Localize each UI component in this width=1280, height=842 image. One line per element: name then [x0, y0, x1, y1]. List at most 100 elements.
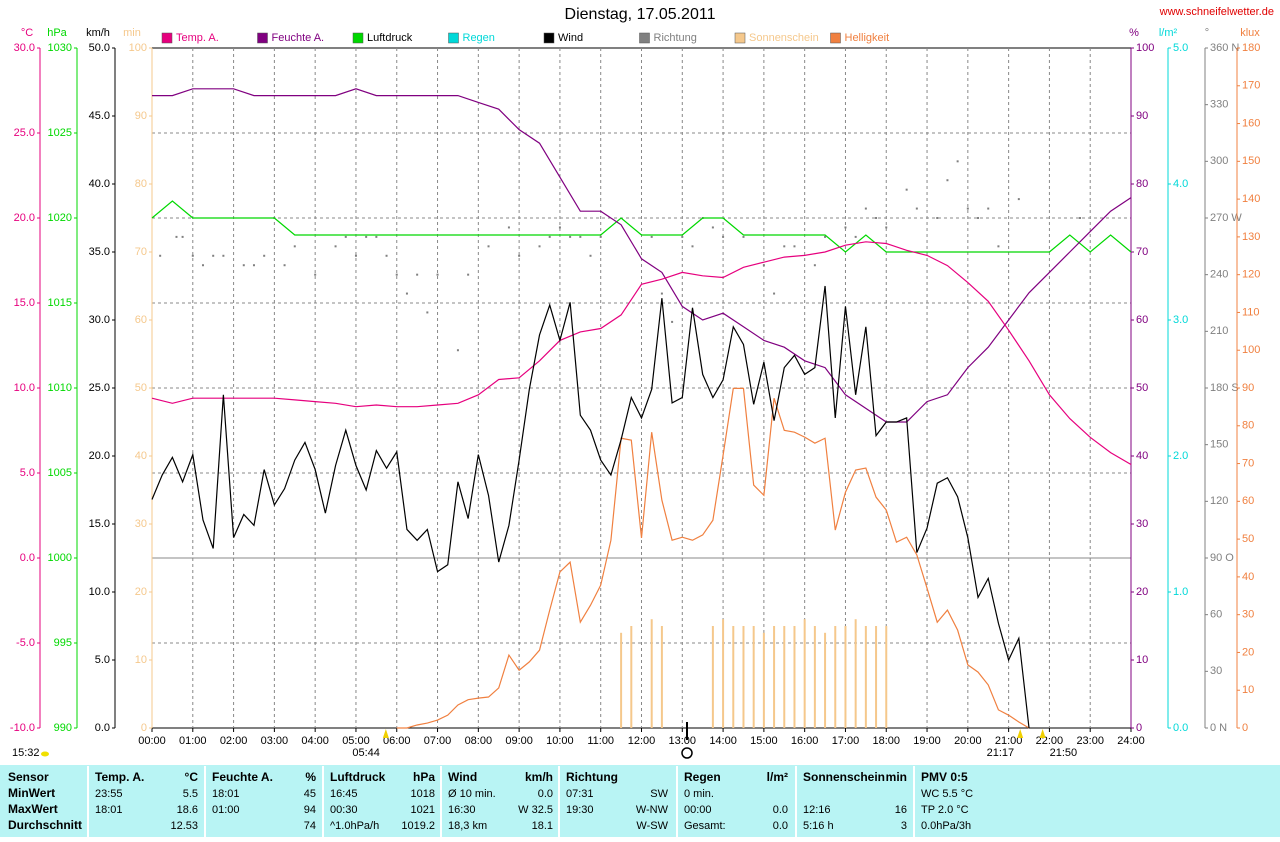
table-cell: 0.0	[773, 820, 788, 832]
bar	[752, 626, 755, 728]
y-tick-label: 0.0	[20, 552, 35, 564]
x-tick-label: 08:00	[465, 735, 493, 747]
y-tick-label: 40.0	[89, 178, 110, 190]
series-line	[151, 285, 1030, 729]
y-tick-label: 100	[129, 42, 147, 54]
table-cell: 16:30	[448, 804, 476, 816]
data-point	[875, 217, 878, 219]
x-tick-label: 09:00	[505, 735, 533, 747]
x-tick-label: 03:00	[261, 735, 289, 747]
table-cell: 00:00	[684, 804, 712, 816]
y-tick-label: 20.0	[89, 450, 110, 462]
data-point	[854, 235, 857, 238]
x-tick-label: 22:00	[1036, 735, 1064, 747]
x-tick-label: 12:00	[628, 735, 656, 747]
chart-title: Dienstag, 17.05.2011	[565, 6, 716, 23]
data-point	[405, 292, 408, 295]
table-cell: 5.5	[183, 788, 198, 800]
site-name: www.schneifelwetter.de	[1159, 6, 1274, 18]
data-point	[548, 235, 551, 238]
data-point	[181, 235, 184, 238]
table-row-label: MinWert	[8, 786, 55, 800]
y-tick-label: 30.0	[89, 314, 110, 326]
axis-unit: hPa	[47, 27, 67, 39]
series-line	[152, 88, 1132, 423]
y-tick-label: 5.0	[20, 467, 35, 479]
bar	[875, 626, 878, 728]
y-tick-label: 4.0	[1173, 178, 1188, 190]
table-cell: 1019.2	[401, 820, 435, 832]
y-tick-label: 10.0	[14, 382, 35, 394]
y-tick-label: 10	[135, 654, 147, 666]
x-tick-label: 04:00	[301, 735, 329, 747]
y-tick-label: 80	[1242, 420, 1254, 432]
y-tick-label: 70	[1136, 246, 1148, 258]
table-cell: 12.53	[170, 820, 198, 832]
data-point	[885, 226, 888, 229]
table-cell: 45	[304, 788, 316, 800]
data-point	[660, 292, 663, 295]
x-tick-label: 14:00	[709, 735, 737, 747]
data-point	[334, 245, 337, 248]
bar	[885, 626, 888, 728]
y-tick-label: 80	[1136, 178, 1148, 190]
table-cell: 18.6	[177, 804, 198, 816]
y-tick-label: 0	[1136, 722, 1142, 734]
bar	[773, 626, 776, 728]
y-tick-label: 0.0	[95, 722, 110, 734]
annotation-label: 21:50	[1050, 747, 1078, 759]
data-point	[987, 207, 990, 210]
table-cell: WC 5.5 °C	[921, 788, 973, 800]
table-cell: 00:30	[330, 804, 358, 816]
x-tick-label: 23:00	[1076, 735, 1104, 747]
table-header: Wind	[448, 770, 477, 784]
data-point	[201, 264, 204, 267]
data-point	[395, 273, 398, 276]
data-point	[159, 254, 162, 257]
series-line	[151, 241, 1132, 466]
legend-label: Helligkeit	[845, 32, 890, 44]
data-point	[742, 235, 745, 238]
y-tick-label: -10.0	[10, 722, 35, 734]
table-cell: 18:01	[212, 788, 240, 800]
x-tick-label: 13:00	[669, 735, 697, 747]
y-tick-label: 995	[54, 637, 72, 649]
data-point	[997, 245, 1000, 248]
x-tick-label: 19:00	[913, 735, 941, 747]
y-tick-label: 1020	[48, 212, 72, 224]
table-cell: Ø 10 min.	[448, 788, 496, 800]
y-tick-label: 0 N	[1210, 722, 1227, 734]
y-tick-label: 130	[1242, 231, 1260, 243]
y-tick-label: 60	[1210, 609, 1222, 621]
bar	[722, 619, 725, 728]
y-tick-label: 990	[54, 722, 72, 734]
data-point	[518, 254, 521, 257]
legend-label: Regen	[463, 32, 495, 44]
y-tick-label: 30.0	[14, 42, 35, 54]
table-header: Feuchte A.	[212, 770, 273, 784]
y-tick-label: 25.0	[14, 127, 35, 139]
data-point	[538, 245, 541, 248]
data-point	[569, 235, 572, 238]
y-tick-label: 1025	[48, 127, 72, 139]
table-cell: Gesamt:	[684, 820, 726, 832]
y-tick-label: 1010	[48, 382, 72, 394]
bar	[650, 619, 653, 728]
table-cell: 07:31	[566, 788, 594, 800]
data-point	[783, 245, 786, 248]
bar	[803, 619, 806, 728]
table-cell: W-NW	[636, 804, 669, 816]
data-point	[375, 235, 378, 238]
x-tick-label: 05:00	[342, 735, 370, 747]
moon-time: 15:32	[12, 747, 40, 759]
bar	[783, 626, 786, 728]
bar	[824, 632, 827, 728]
legend-label: Sonnenschein	[749, 32, 819, 44]
series-line	[151, 200, 1132, 253]
table-cell: SW	[650, 788, 668, 800]
table-header-unit: hPa	[413, 770, 435, 784]
table-header-unit: l/m²	[767, 770, 788, 784]
y-tick-label: 120	[1242, 269, 1260, 281]
x-tick-label: 07:00	[424, 735, 452, 747]
